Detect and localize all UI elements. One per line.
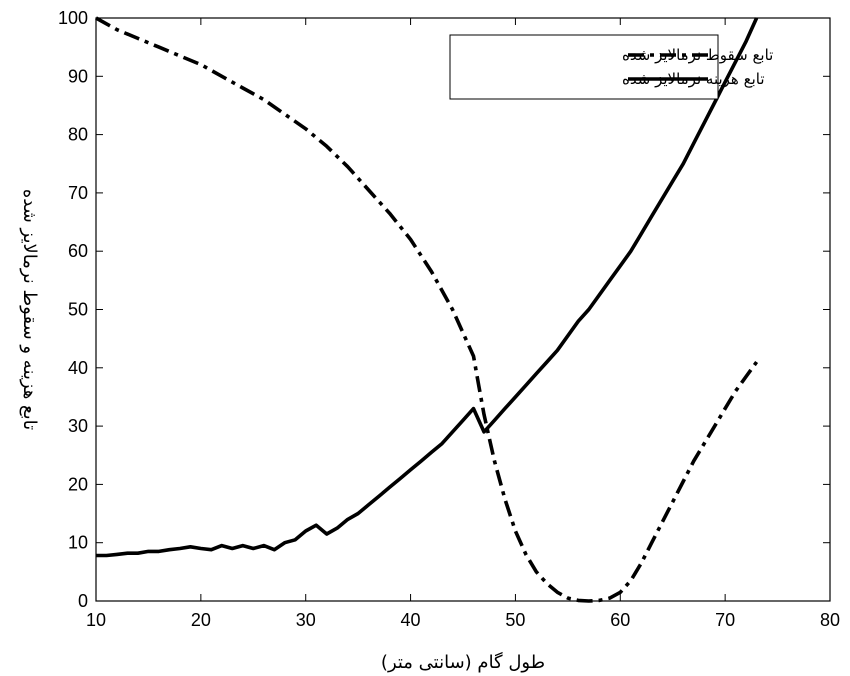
x-tick-label: 70	[715, 610, 735, 630]
x-axis: 10 20 30 40 50 60 70 80	[86, 18, 840, 630]
x-tick-label: 20	[191, 610, 211, 630]
y-tick-label: 50	[68, 300, 88, 320]
x-tick-label: 80	[820, 610, 840, 630]
y-axis-title: تابع هزینه و سقوط نرمالایز شده	[19, 189, 40, 430]
plot-area	[95, 17, 831, 602]
x-tick-label: 10	[86, 610, 106, 630]
x-tick-label: 30	[296, 610, 316, 630]
y-tick-label: 20	[68, 474, 88, 494]
series-line-0	[95, 16, 759, 603]
y-tick-label: 70	[68, 183, 88, 203]
legend-label-0: تابع سقوط نرمالایز شده	[622, 46, 773, 64]
y-tick-label: 10	[68, 533, 88, 553]
y-tick-label: 100	[58, 8, 88, 28]
x-tick-label: 50	[505, 610, 525, 630]
plot-frame	[95, 17, 831, 602]
series-layer	[95, 16, 759, 603]
y-tick-label: 0	[78, 591, 88, 611]
x-tick-label: 40	[401, 610, 421, 630]
y-tick-label: 30	[68, 416, 88, 436]
x-tick-label: 60	[610, 610, 630, 630]
legend: تابع سقوط نرمالایز شده تابع هزینه نرمالای…	[449, 34, 773, 100]
y-tick-label: 80	[68, 125, 88, 145]
series-line-1	[96, 17, 759, 558]
y-tick-label: 90	[68, 66, 88, 86]
legend-box	[449, 34, 719, 100]
x-axis-title: طول گام (سانتی متر)	[381, 651, 545, 673]
y-tick-label: 40	[68, 358, 88, 378]
y-tick-label: 60	[68, 241, 88, 261]
legend-label-1: تابع هزینه نرمالایز شده	[622, 70, 765, 88]
y-axis: 0 10 20 30 40 50 60 70 80 90 100	[58, 8, 830, 611]
